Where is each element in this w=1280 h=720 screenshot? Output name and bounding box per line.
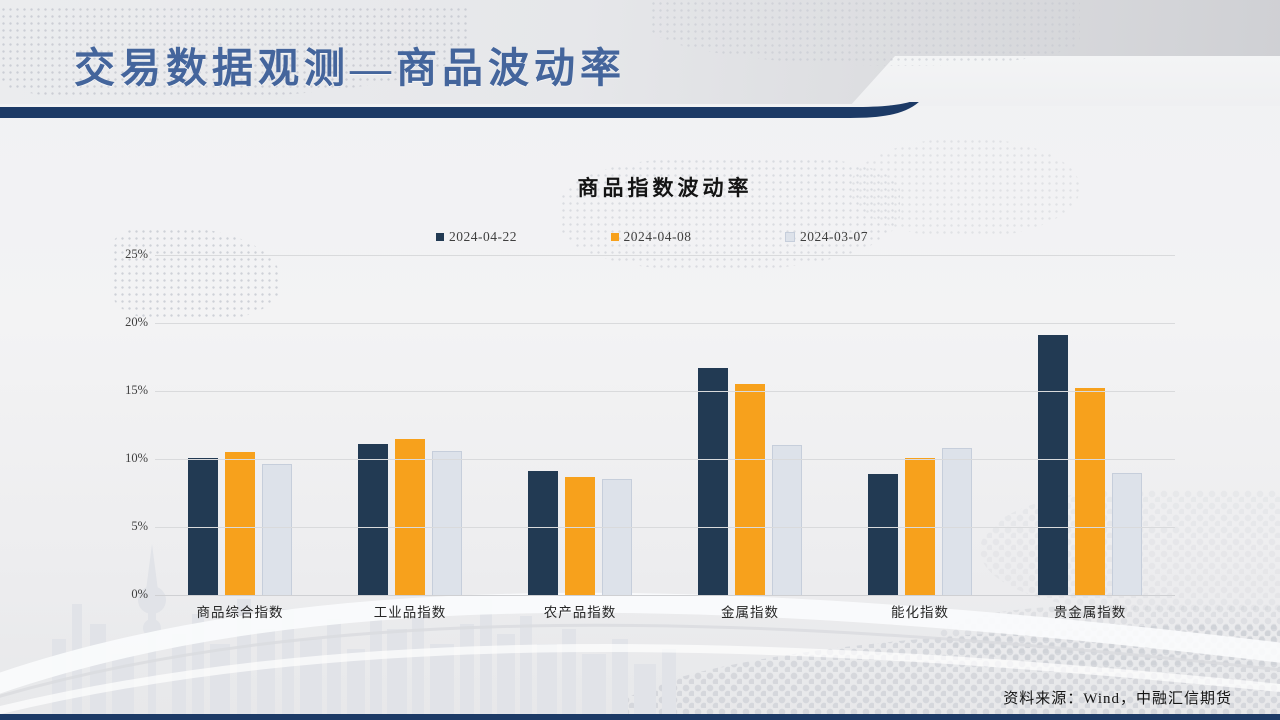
y-tick-label: 15%: [125, 383, 148, 397]
bar: [1038, 335, 1068, 595]
chart-legend: 2024-04-22 2024-04-08 2024-03-07: [436, 229, 868, 245]
bar: [735, 384, 765, 595]
legend-label: 2024-04-22: [449, 229, 517, 244]
plot-area: [155, 254, 1175, 596]
bar: [565, 476, 595, 595]
y-tick-label: 0%: [131, 587, 148, 601]
swoosh-curves: [0, 592, 1280, 715]
legend-swatch: [610, 233, 619, 241]
bar: [698, 367, 728, 595]
bar: [1075, 388, 1105, 595]
x-category-label: 工业品指数: [373, 605, 447, 620]
x-category-label: 贵金属指数: [1053, 605, 1127, 620]
gridline: [155, 322, 1175, 324]
legend-label: 2024-03-07: [800, 229, 868, 244]
bar-groups: [155, 255, 1175, 595]
y-tick-label: 10%: [125, 451, 148, 465]
gridline: [155, 254, 1175, 256]
legend-item: 2024-04-08: [610, 229, 692, 245]
bar-group: [665, 255, 835, 595]
gridline: [155, 526, 1175, 528]
x-category-label: 金属指数: [721, 605, 779, 620]
bar: [942, 448, 972, 595]
y-axis: 0% 5% 10% 15% 20% 25%: [100, 247, 148, 601]
page-title: 交易数据观测—商品波动率: [74, 45, 626, 91]
bar: [905, 457, 935, 595]
bar-group: [325, 255, 495, 595]
bar: [225, 452, 255, 595]
bar: [262, 464, 292, 595]
world-map-dots-chart-right: [850, 138, 1080, 238]
legend-swatch: [785, 232, 795, 242]
bottom-accent-bar: [0, 714, 1280, 720]
bar-group: [155, 255, 325, 595]
world-map-dots-chart-mid: [560, 158, 900, 270]
x-category-label: 商品综合指数: [196, 605, 284, 620]
bar-group: [495, 255, 665, 595]
source-note: 资料来源：Wind，中融汇信期货: [1003, 691, 1232, 707]
gridline: [155, 594, 1175, 596]
y-tick-label: 20%: [125, 315, 148, 329]
bar: [188, 457, 218, 595]
bar-group: [835, 255, 1005, 595]
bar: [432, 450, 462, 595]
bar: [868, 473, 898, 595]
x-axis: 商品综合指数 工业品指数 农产品指数 金属指数 能化指数 贵金属指数: [155, 601, 1175, 621]
legend-swatch: [436, 233, 444, 241]
bar: [395, 438, 425, 595]
gridline: [155, 458, 1175, 460]
legend-item: 2024-03-07: [785, 229, 868, 245]
y-tick-label: 5%: [131, 519, 148, 533]
header-divider-swoosh: [0, 102, 919, 118]
bar-group: [1005, 255, 1175, 595]
legend-label: 2024-04-08: [623, 229, 692, 244]
chart-title: 商品指数波动率: [577, 176, 753, 200]
bar: [358, 444, 388, 595]
bar: [602, 479, 632, 595]
legend-item: 2024-04-22: [436, 229, 517, 245]
bar: [528, 471, 558, 595]
gridline: [155, 390, 1175, 392]
bar: [1112, 472, 1142, 595]
y-tick-label: 25%: [125, 247, 148, 261]
x-category-label: 农产品指数: [543, 605, 617, 620]
bar: [772, 445, 802, 595]
x-category-label: 能化指数: [891, 605, 949, 620]
